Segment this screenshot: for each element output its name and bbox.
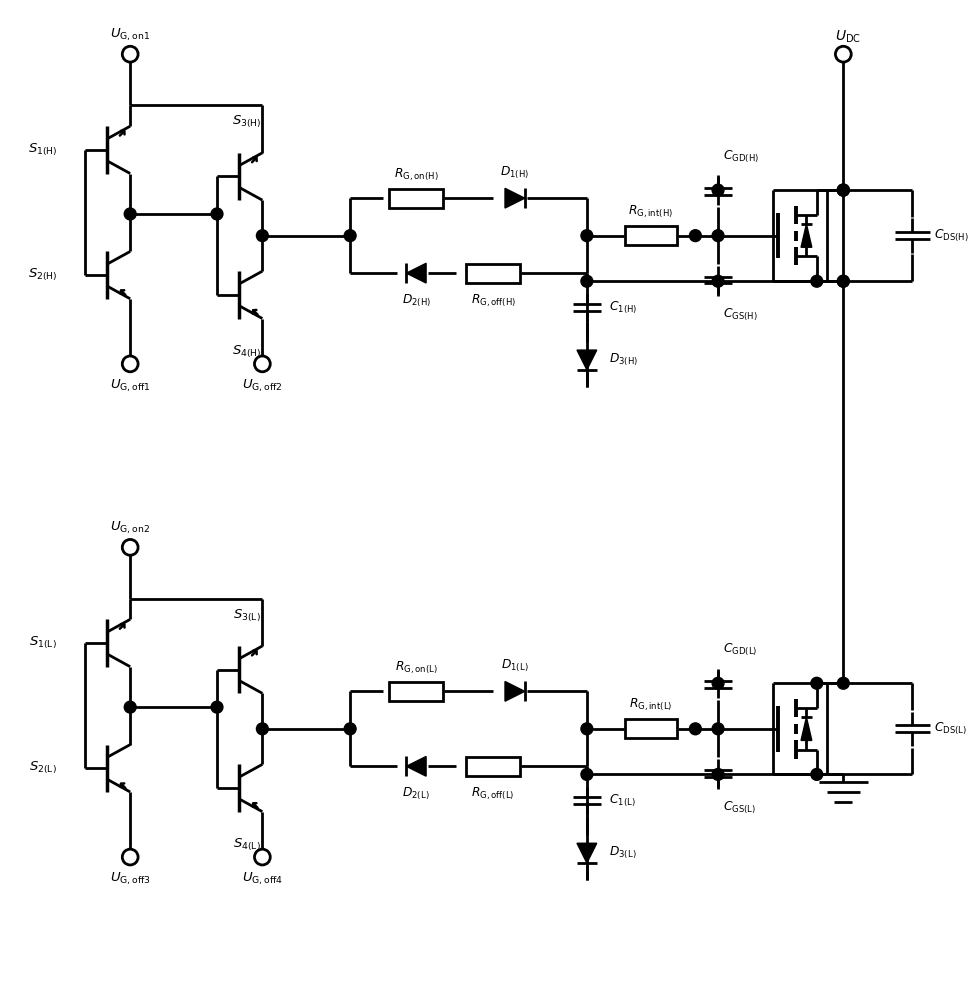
Polygon shape xyxy=(406,756,426,776)
Circle shape xyxy=(581,768,593,780)
Text: $C_{\rm 1(H)}$: $C_{\rm 1(H)}$ xyxy=(608,299,637,316)
Text: $S_{\rm 1(L)}$: $S_{\rm 1(L)}$ xyxy=(29,635,57,651)
Bar xyxy=(466,757,520,776)
Polygon shape xyxy=(801,224,812,247)
Text: $C_{\rm GD(L)}$: $C_{\rm GD(L)}$ xyxy=(723,642,757,658)
Text: $C_{\rm GS(L)}$: $C_{\rm GS(L)}$ xyxy=(723,800,756,816)
Text: $C_{\rm GS(H)}$: $C_{\rm GS(H)}$ xyxy=(723,306,758,323)
Text: $R_{\rm G,on(L)}$: $R_{\rm G,on(L)}$ xyxy=(395,659,437,676)
Circle shape xyxy=(255,849,270,865)
Circle shape xyxy=(124,701,136,713)
Text: $C_{\rm 1(L)}$: $C_{\rm 1(L)}$ xyxy=(608,793,636,809)
Text: $D_{\rm 2(L)}$: $D_{\rm 2(L)}$ xyxy=(402,786,430,802)
Circle shape xyxy=(257,230,268,242)
Text: $D_{\rm 2(H)}$: $D_{\rm 2(H)}$ xyxy=(401,293,431,309)
Circle shape xyxy=(122,46,138,62)
Polygon shape xyxy=(505,681,525,701)
Text: $U_{\rm DC}$: $U_{\rm DC}$ xyxy=(835,28,861,45)
Circle shape xyxy=(811,677,822,689)
Circle shape xyxy=(838,184,850,196)
Bar xyxy=(466,264,520,283)
Circle shape xyxy=(712,230,724,242)
Circle shape xyxy=(712,677,724,689)
Circle shape xyxy=(811,768,822,780)
Text: $S_{\rm 4(L)}$: $S_{\rm 4(L)}$ xyxy=(232,837,260,853)
Circle shape xyxy=(124,208,136,220)
Circle shape xyxy=(122,356,138,372)
Text: $U_{\rm G,on1}$: $U_{\rm G,on1}$ xyxy=(110,26,151,43)
Circle shape xyxy=(255,356,270,372)
Text: $R_{\rm G,int(H)}$: $R_{\rm G,int(H)}$ xyxy=(629,204,674,220)
Circle shape xyxy=(712,723,724,735)
Bar xyxy=(389,682,443,701)
Text: $S_{\rm 3(L)}$: $S_{\rm 3(L)}$ xyxy=(232,607,260,624)
Circle shape xyxy=(581,275,593,287)
Circle shape xyxy=(689,723,701,735)
Circle shape xyxy=(581,230,593,242)
Polygon shape xyxy=(801,717,812,740)
Circle shape xyxy=(712,184,724,196)
Bar xyxy=(625,226,677,245)
Circle shape xyxy=(689,230,701,242)
Text: $U_{\rm G,off3}$: $U_{\rm G,off3}$ xyxy=(110,871,151,887)
Polygon shape xyxy=(577,350,597,370)
Text: $R_{\rm G,on(H)}$: $R_{\rm G,on(H)}$ xyxy=(394,166,438,183)
Text: $U_{\rm G,off1}$: $U_{\rm G,off1}$ xyxy=(110,377,151,394)
Circle shape xyxy=(712,768,724,780)
Text: $S_{\rm 2(H)}$: $S_{\rm 2(H)}$ xyxy=(27,267,57,283)
Text: $C_{\rm DS(L)}$: $C_{\rm DS(L)}$ xyxy=(934,721,967,737)
Text: $S_{\rm 4(H)}$: $S_{\rm 4(H)}$ xyxy=(231,344,261,360)
Circle shape xyxy=(838,184,850,196)
Circle shape xyxy=(257,723,268,735)
Text: $R_{\rm G,int(L)}$: $R_{\rm G,int(L)}$ xyxy=(629,697,673,713)
Circle shape xyxy=(835,46,851,62)
Text: $U_{\rm G,on2}$: $U_{\rm G,on2}$ xyxy=(110,519,151,536)
Circle shape xyxy=(581,723,593,735)
Circle shape xyxy=(122,849,138,865)
Circle shape xyxy=(811,275,822,287)
Text: $U_{\rm G,off2}$: $U_{\rm G,off2}$ xyxy=(242,377,283,394)
Circle shape xyxy=(838,275,850,287)
Circle shape xyxy=(838,184,850,196)
Polygon shape xyxy=(406,263,426,283)
Text: $R_{\rm G,off(L)}$: $R_{\rm G,off(L)}$ xyxy=(471,786,515,802)
Text: $D_{\rm 3(L)}$: $D_{\rm 3(L)}$ xyxy=(608,845,636,861)
Circle shape xyxy=(712,275,724,287)
Circle shape xyxy=(838,275,850,287)
Circle shape xyxy=(122,539,138,555)
Text: $S_{\rm 3(H)}$: $S_{\rm 3(H)}$ xyxy=(231,114,261,130)
Circle shape xyxy=(211,701,223,713)
Polygon shape xyxy=(577,843,597,863)
Circle shape xyxy=(838,677,850,689)
Bar xyxy=(389,189,443,208)
Text: $D_{\rm 3(H)}$: $D_{\rm 3(H)}$ xyxy=(608,352,638,368)
Text: $U_{\rm G,off4}$: $U_{\rm G,off4}$ xyxy=(242,871,283,887)
Polygon shape xyxy=(505,188,525,208)
Text: $D_{\rm 1(L)}$: $D_{\rm 1(L)}$ xyxy=(502,658,529,674)
Circle shape xyxy=(211,208,223,220)
Text: $S_{\rm 2(L)}$: $S_{\rm 2(L)}$ xyxy=(29,760,57,776)
Text: $C_{\rm DS(H)}$: $C_{\rm DS(H)}$ xyxy=(934,227,969,244)
Circle shape xyxy=(344,230,356,242)
Text: $D_{\rm 1(H)}$: $D_{\rm 1(H)}$ xyxy=(501,164,530,181)
Text: $S_{\rm 1(H)}$: $S_{\rm 1(H)}$ xyxy=(27,142,57,158)
Circle shape xyxy=(344,723,356,735)
Text: $R_{\rm G,off(H)}$: $R_{\rm G,off(H)}$ xyxy=(470,293,516,309)
Text: $C_{\rm GD(H)}$: $C_{\rm GD(H)}$ xyxy=(723,149,759,165)
Bar xyxy=(625,719,677,738)
